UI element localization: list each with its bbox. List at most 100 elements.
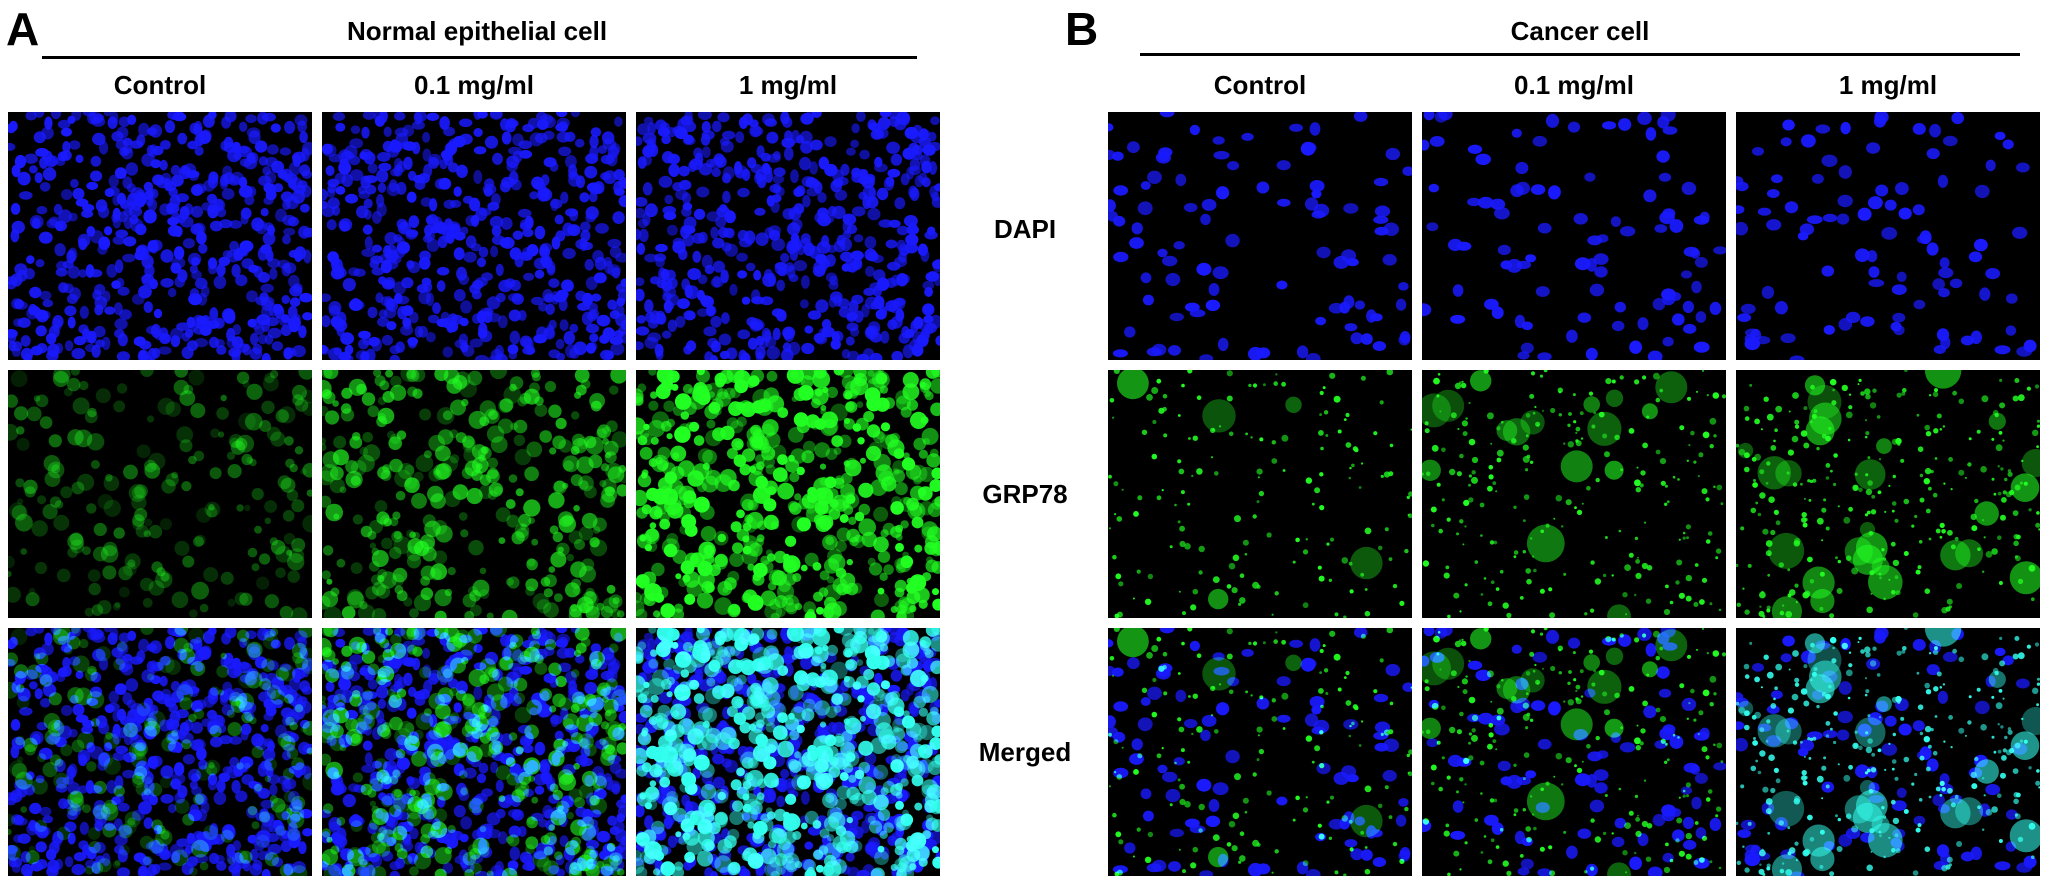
grp78-signal xyxy=(573,505,580,512)
grp78-signal xyxy=(468,410,487,429)
nucleus xyxy=(232,141,241,154)
grp78-signal xyxy=(766,370,778,382)
grp78-signal xyxy=(486,870,494,876)
grp78-signal xyxy=(804,552,819,567)
nucleus xyxy=(267,774,281,785)
nucleus xyxy=(67,293,78,305)
grp78-signal xyxy=(660,603,676,618)
nucleus xyxy=(129,656,144,665)
grp78-signal xyxy=(558,439,572,453)
nucleus xyxy=(146,188,155,198)
nucleus xyxy=(325,681,335,692)
nucleus xyxy=(157,346,172,355)
grp78-signal xyxy=(144,462,161,479)
grp78-signal xyxy=(282,510,295,522)
grp78-signal xyxy=(322,405,329,417)
grp78-signal xyxy=(161,479,176,494)
nucleus xyxy=(920,248,930,262)
nucleus xyxy=(184,844,194,854)
nucleus xyxy=(500,118,509,131)
nucleus xyxy=(189,288,200,300)
nucleus xyxy=(539,244,549,256)
nucleus xyxy=(930,116,940,126)
nucleus xyxy=(189,780,198,790)
nucleus xyxy=(164,120,176,134)
nucleus xyxy=(487,829,501,839)
grp78-signal xyxy=(325,503,343,522)
nucleus xyxy=(712,120,722,133)
grp78-signal xyxy=(411,751,427,767)
grp78-signal xyxy=(646,487,660,502)
nucleus xyxy=(707,337,719,349)
grp78-signal xyxy=(748,465,757,473)
grp78-signal xyxy=(322,545,334,556)
grp78-signal xyxy=(261,658,275,672)
nucleus xyxy=(636,242,646,255)
grp78-signal xyxy=(291,538,306,552)
nucleus xyxy=(81,332,96,343)
nucleus xyxy=(712,776,725,789)
grp78-signal xyxy=(606,678,618,691)
nucleus xyxy=(692,250,702,263)
grp78-signal xyxy=(554,851,563,860)
nucleus xyxy=(771,194,782,203)
grp78-signal xyxy=(552,435,566,450)
grp78-signal xyxy=(377,466,391,480)
grp78-signal xyxy=(571,433,585,447)
grp78-signal xyxy=(909,574,927,591)
nucleus xyxy=(222,308,236,322)
nucleus xyxy=(722,190,731,204)
nucleus xyxy=(244,195,255,206)
grp78-signal xyxy=(422,772,436,786)
grp78-signal xyxy=(194,534,206,546)
grp78-signal xyxy=(269,537,278,546)
grp78-signal xyxy=(839,514,849,523)
grp78-signal xyxy=(851,534,866,549)
grp78-signal xyxy=(704,582,715,593)
nucleus xyxy=(303,249,312,264)
grp78-signal xyxy=(203,567,219,583)
nucleus xyxy=(702,146,711,159)
grp78-signal xyxy=(536,599,552,614)
grp78-signal xyxy=(285,458,295,468)
nucleus xyxy=(432,216,443,230)
nucleus xyxy=(585,276,598,290)
nucleus xyxy=(579,753,588,768)
grp78-signal xyxy=(322,695,326,703)
grp78-signal xyxy=(79,638,89,649)
nucleus xyxy=(647,122,656,135)
grp78-signal xyxy=(608,594,623,609)
grp78-signal xyxy=(488,410,498,420)
grp78-signal xyxy=(275,567,286,579)
grp78-signal xyxy=(835,798,847,810)
grp78-signal xyxy=(509,383,517,392)
grp78-signal xyxy=(191,839,210,858)
nucleus xyxy=(174,276,186,288)
nucleus xyxy=(846,147,856,156)
grp78-signal xyxy=(227,722,242,737)
nucleus xyxy=(422,148,432,162)
grp78-signal xyxy=(867,557,876,566)
grp78-signal xyxy=(584,435,597,449)
nucleus xyxy=(189,804,200,816)
grp78-signal xyxy=(179,697,193,711)
nucleus xyxy=(486,812,501,826)
nucleus xyxy=(642,182,653,196)
grp78-signal xyxy=(26,664,42,680)
nucleus xyxy=(603,256,613,267)
grp78-signal xyxy=(655,384,671,400)
grp78-signal xyxy=(921,526,935,540)
nucleus xyxy=(877,117,891,130)
grp78-signal xyxy=(332,658,339,665)
nucleus xyxy=(789,248,798,261)
grp78-signal xyxy=(596,686,607,697)
grp78-signal xyxy=(67,377,81,392)
grp78-signal xyxy=(367,663,380,676)
grp78-signal xyxy=(562,482,569,489)
grp78-signal xyxy=(71,481,85,495)
nucleus xyxy=(524,215,534,230)
grp78-signal xyxy=(34,819,48,833)
nucleus xyxy=(887,168,901,178)
nucleus xyxy=(123,207,133,217)
grp78-signal xyxy=(810,494,821,505)
